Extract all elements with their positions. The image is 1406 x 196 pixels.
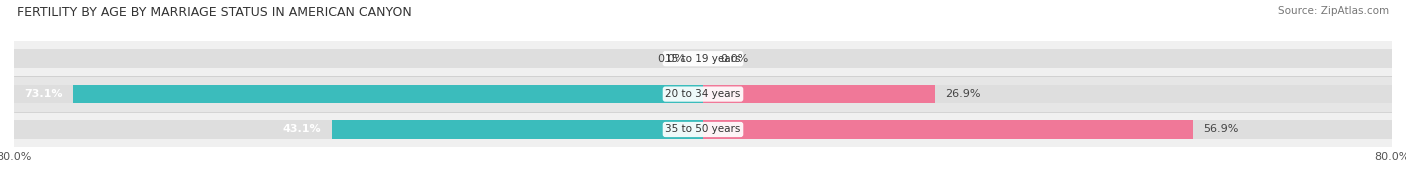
- Text: 26.9%: 26.9%: [945, 89, 980, 99]
- Bar: [703, 120, 1194, 139]
- Bar: [703, 85, 935, 103]
- Bar: [14, 76, 1392, 112]
- Text: 15 to 19 years: 15 to 19 years: [665, 54, 741, 64]
- Bar: [14, 112, 1392, 147]
- Bar: [14, 41, 1392, 76]
- Bar: [14, 120, 1392, 139]
- Text: 73.1%: 73.1%: [25, 89, 63, 99]
- Text: 20 to 34 years: 20 to 34 years: [665, 89, 741, 99]
- Text: FERTILITY BY AGE BY MARRIAGE STATUS IN AMERICAN CANYON: FERTILITY BY AGE BY MARRIAGE STATUS IN A…: [17, 6, 412, 19]
- Text: 35 to 50 years: 35 to 50 years: [665, 124, 741, 134]
- Bar: [332, 120, 703, 139]
- Text: Source: ZipAtlas.com: Source: ZipAtlas.com: [1278, 6, 1389, 16]
- Bar: [14, 85, 1392, 103]
- Text: 43.1%: 43.1%: [283, 124, 322, 134]
- Bar: [14, 49, 1392, 68]
- Text: 0.0%: 0.0%: [658, 54, 686, 64]
- Text: 0.0%: 0.0%: [720, 54, 748, 64]
- Text: 56.9%: 56.9%: [1204, 124, 1239, 134]
- Bar: [73, 85, 703, 103]
